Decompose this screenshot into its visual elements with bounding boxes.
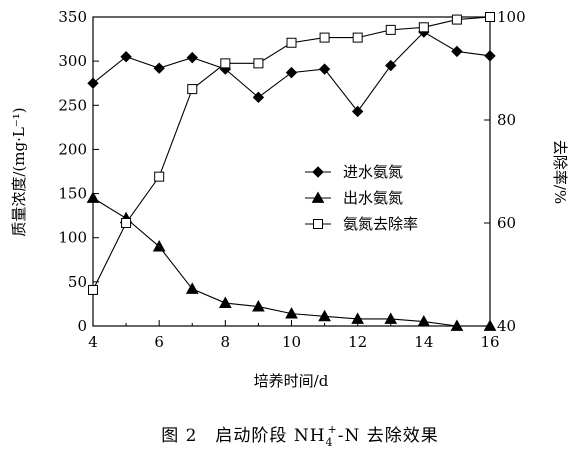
series-2-point: [285, 307, 298, 319]
right-y-tick-label: 40: [497, 317, 516, 335]
right-y-tick-label: 100: [497, 8, 526, 26]
left-y-tick-label: 200: [58, 140, 87, 158]
series-3-line: [92, 16, 491, 291]
legend-marker-2: [311, 191, 325, 203]
series-1-point: [186, 51, 198, 64]
plot-border: [92, 16, 491, 327]
series-2-point: [417, 315, 431, 327]
series-1-point: [351, 105, 364, 118]
series-2-point: [483, 319, 497, 331]
legend-label-1: 进水氨氮: [343, 163, 403, 181]
figure-caption: 图 2 启动阶段 NH4+-N 去除效果: [161, 423, 439, 449]
series-3-point: [286, 37, 297, 48]
series-2-point: [252, 300, 265, 312]
series-1-point: [87, 77, 99, 89]
x-tick-label: 16: [480, 333, 499, 351]
series-3-point: [220, 58, 231, 69]
series-1-point: [451, 45, 463, 58]
x-tick-label: 8: [221, 333, 231, 351]
series-2: [86, 191, 497, 331]
left-y-tick-label: 50: [68, 273, 87, 291]
caption-suffix: -N 去除效果: [338, 426, 439, 446]
x-tick-label: 10: [282, 333, 301, 351]
series-1-point: [385, 59, 397, 72]
series-1-point: [318, 63, 331, 75]
left-y-tick-label: 250: [58, 96, 87, 114]
legend-marker-1: [312, 166, 324, 178]
series-2-line: [92, 197, 490, 327]
series-3-point: [385, 24, 396, 35]
series-3-point: [485, 12, 495, 22]
series-3-point: [121, 218, 132, 228]
right-y-tick-label: 80: [497, 111, 516, 129]
series-2-point: [318, 309, 331, 322]
series-2-point: [185, 282, 199, 294]
series-3-point: [253, 58, 264, 69]
series-3: [88, 12, 495, 295]
series-1-point: [252, 91, 265, 104]
series-2-point: [351, 312, 365, 324]
x-tick-label: 6: [154, 333, 164, 351]
left-y-axis-title: 质量浓度/(mg·L⁻¹): [10, 107, 28, 236]
x-tick-label: 4: [88, 333, 98, 351]
series-3-point: [319, 32, 330, 43]
series-2-point: [450, 319, 464, 331]
series-2-point: [152, 240, 166, 252]
x-axis-title: 培养时间/d: [254, 372, 329, 390]
x-tick-label: 12: [348, 333, 367, 351]
plot-frame: [92, 16, 491, 327]
series-3-point: [451, 14, 462, 25]
left-y-tick-label: 300: [58, 52, 87, 70]
series-1-point: [120, 51, 132, 63]
legend-label-2: 出水氨氮: [343, 189, 403, 207]
series-3-point: [187, 84, 198, 95]
series-1-point: [285, 66, 298, 79]
series-1-point: [484, 50, 496, 62]
left-y-tick-label: 0: [77, 317, 87, 335]
x-tick-label: 14: [414, 333, 433, 351]
caption-prefix: 图 2 启动阶段 NH: [161, 426, 325, 446]
series-3-point: [88, 284, 98, 295]
series-layer: [86, 12, 497, 331]
left-y-tick-label: 150: [58, 185, 87, 203]
series-2-point: [384, 312, 398, 324]
series-3-point: [352, 32, 363, 43]
series-2-point: [218, 296, 232, 308]
legend-label-3: 氨氮去除率: [343, 215, 418, 233]
series-1-point: [153, 62, 165, 74]
series-2-point: [86, 191, 100, 203]
series-3-point: [154, 171, 165, 182]
right-y-tick-label: 60: [497, 214, 516, 232]
caption-subscript: 4: [326, 436, 334, 449]
axis-ticks: 4 6 8 10 12 14 16 0 50 100 150 200 250 300 350 40 60 80 10…: [58, 8, 525, 351]
caption-superscript: +: [328, 423, 338, 436]
series-3-point: [418, 22, 429, 33]
left-y-tick-label: 100: [58, 229, 87, 247]
legend-marker-3: [313, 219, 323, 229]
right-y-axis-title: 去除率/%: [551, 140, 569, 204]
left-y-tick-label: 350: [58, 8, 87, 26]
